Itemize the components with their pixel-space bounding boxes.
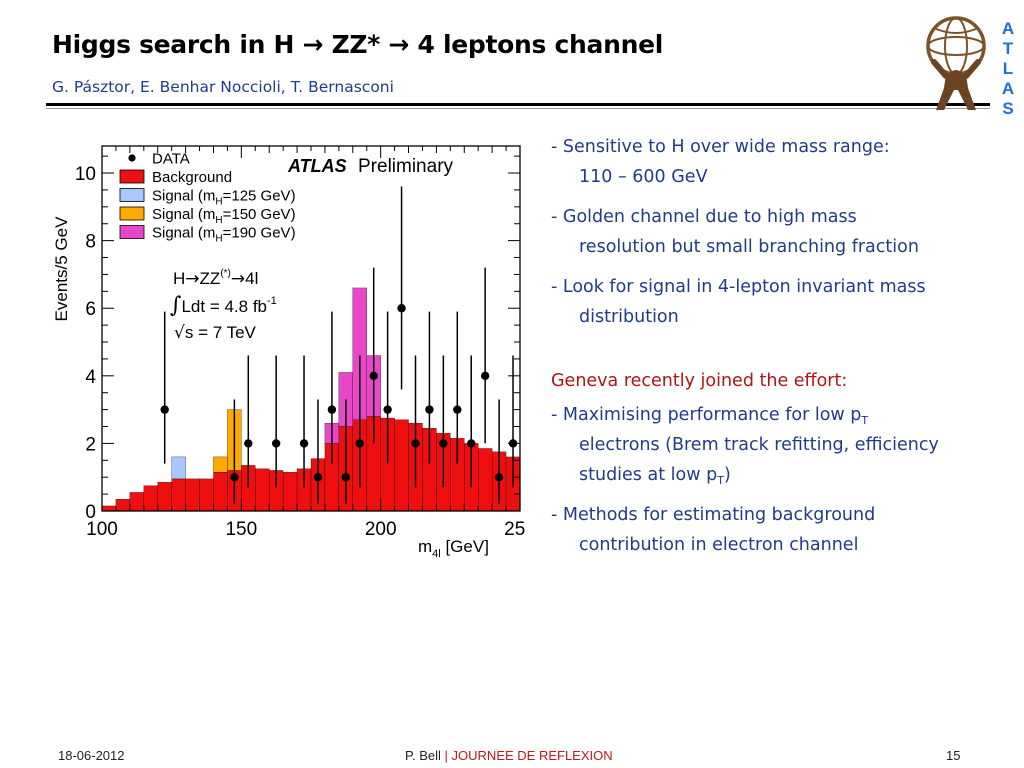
bullet-item: - Methods for estimating background contr… (551, 505, 876, 555)
bullet-item: - Maximising performance for low pT elec… (551, 405, 939, 487)
axes-layer: 100 150 200 250 0 2 4 6 8 10 (75, 145, 536, 540)
luminosity-annotation: ∫Ldt = 4.8 fb-1 (170, 293, 277, 318)
legend-swatch (119, 206, 145, 221)
x-axis-label: m4l [GeV] (418, 537, 489, 560)
page-number: 15 (946, 748, 961, 763)
data-point (494, 473, 504, 482)
footer-separator: | (444, 748, 448, 763)
logo-letter: A (1002, 79, 1014, 98)
x-tick-label: 200 (365, 519, 397, 540)
legend-label: Signal (mH=190 GeV) (152, 225, 296, 245)
bullet-item: - Look for signal in 4-lepton invariant … (551, 277, 926, 327)
logo-letter: A (1002, 19, 1014, 38)
legend-subscript: H (215, 197, 222, 208)
preliminary-label: Preliminary (358, 156, 454, 177)
data-point (369, 371, 378, 381)
atlas-label: ATLAS (287, 156, 347, 176)
y-tick-label: 10 (75, 164, 96, 185)
background-bar (213, 471, 228, 512)
atlas-figure-icon (926, 16, 986, 110)
y-tick-label: 4 (85, 367, 96, 388)
legend-label: Signal (mH=150 GeV) (152, 206, 296, 226)
background-bar (185, 478, 200, 512)
y-tick-label: 0 (85, 502, 96, 523)
data-point (299, 439, 309, 448)
background-bar (199, 478, 214, 512)
legend-marker (128, 154, 136, 162)
legend-swatch (119, 169, 145, 184)
logo-letter: S (1002, 99, 1013, 118)
data-point (383, 405, 392, 414)
atlas-logo: A T L A S (926, 16, 1014, 118)
data-point (453, 405, 462, 414)
data-point (341, 473, 351, 482)
y-tick-label: 6 (85, 299, 96, 320)
data-point (271, 439, 281, 448)
x-tick-label: 250 (504, 519, 525, 540)
y-tick-label: 8 (85, 232, 96, 253)
header-rule (46, 103, 990, 106)
footer-center: P. Bell | JOURNEE DE REFLEXION (405, 748, 613, 763)
legend-label: DATA (152, 151, 190, 168)
bullet-item: - Golden channel due to high mass resolut… (551, 207, 919, 257)
legend-label: Signal (mH=125 GeV) (152, 188, 296, 208)
logo-letter: T (1003, 39, 1014, 58)
signal-bar (213, 456, 228, 473)
footer-event: JOURNEE DE REFLEXION (451, 748, 613, 763)
background-bar (255, 468, 270, 512)
signal-bar (171, 456, 186, 480)
data-point (355, 439, 364, 448)
legend-label-rest: =150 GeV) (223, 206, 296, 223)
footer-date: 18-06-2012 (58, 748, 125, 763)
legend-subscript: H (215, 234, 222, 245)
data-point (411, 439, 420, 448)
x-tick-label: 100 (86, 519, 118, 540)
data-point (439, 439, 448, 448)
bullet-list: - Sensitive to H over wide mass range: 11… (551, 132, 1017, 570)
process-annotation: H→ZZ(*)→4l (173, 268, 258, 289)
legend-label-rest: =190 GeV) (223, 225, 296, 242)
header-rule-thin (46, 108, 990, 109)
background-bar (282, 471, 298, 512)
y-axis-label: Events/5 GeV (52, 216, 71, 322)
background-bar (157, 482, 172, 512)
data-point (313, 473, 323, 482)
legend-label-rest: =125 GeV) (223, 188, 296, 205)
logo-letter: L (1003, 59, 1013, 78)
data-points-layer (160, 186, 518, 505)
legend-subscript: H (215, 215, 222, 226)
bullet-item: - Sensitive to H over wide mass range: 11… (551, 137, 890, 187)
data-point (397, 304, 406, 313)
energy-annotation: √s = 7 TeV (174, 323, 257, 343)
legend-swatch (119, 188, 145, 202)
data-point (480, 371, 490, 381)
authors: G. Pásztor, E. Benhar Noccioli, T. Berna… (52, 78, 394, 96)
data-point (327, 405, 337, 414)
footer-presenter: P. Bell (405, 748, 441, 763)
legend-swatch (119, 225, 145, 239)
background-bar (143, 485, 158, 512)
data-point (244, 439, 253, 448)
background-bar (129, 492, 144, 512)
data-point (230, 473, 239, 482)
background-bar (101, 505, 117, 512)
background-bar (478, 448, 493, 512)
slide-title: Higgs search in H → ZZ* → 4 leptons chan… (52, 30, 663, 59)
legend-label: Background (152, 169, 232, 186)
background-bar (171, 478, 186, 512)
background-bar (394, 419, 409, 512)
data-point (160, 405, 169, 414)
data-point (467, 439, 476, 448)
x-tick-label: 150 (225, 519, 257, 540)
data-point (425, 405, 434, 414)
geneva-heading: Geneva recently joined the effort: (551, 371, 848, 391)
background-bar (115, 499, 131, 512)
y-tick-label: 2 (85, 434, 96, 455)
